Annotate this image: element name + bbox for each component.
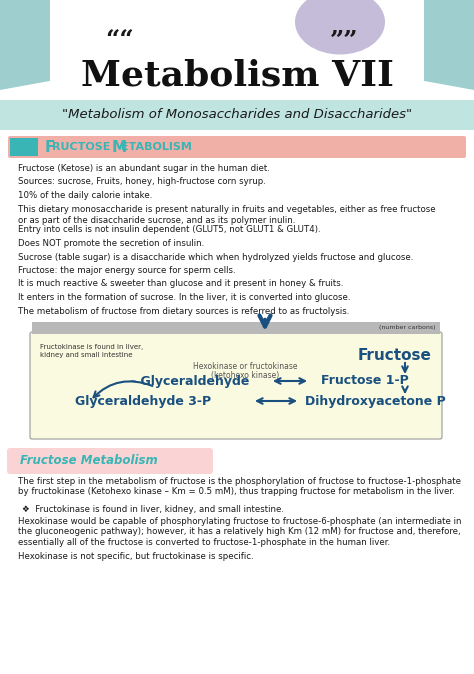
Text: The metabolism of fructose from dietary sources is referred to as fructolysis.: The metabolism of fructose from dietary … bbox=[18, 307, 349, 315]
Text: Entry into cells is not insulin dependent (GLUT5, not GLUT1 & GLUT4).: Entry into cells is not insulin dependen… bbox=[18, 226, 320, 235]
FancyBboxPatch shape bbox=[30, 332, 442, 439]
Text: (ketohexo kinase): (ketohexo kinase) bbox=[211, 371, 279, 380]
Ellipse shape bbox=[295, 0, 385, 55]
Text: This dietary monosaccharide is present naturally in fruits and vegetables, eithe: This dietary monosaccharide is present n… bbox=[18, 204, 436, 225]
Text: M: M bbox=[112, 140, 127, 154]
Text: – Glyceraldehyde: – Glyceraldehyde bbox=[130, 375, 250, 388]
Text: Metabolism VII: Metabolism VII bbox=[81, 58, 393, 92]
FancyBboxPatch shape bbox=[8, 136, 466, 158]
Text: F: F bbox=[45, 140, 55, 154]
Text: Hexokinase would be capable of phosphorylating fructose to fructose-6-phosphate : Hexokinase would be capable of phosphory… bbox=[18, 517, 462, 547]
FancyBboxPatch shape bbox=[7, 448, 213, 474]
Text: Fructose (Ketose) is an abundant sugar in the human diet.: Fructose (Ketose) is an abundant sugar i… bbox=[18, 164, 270, 173]
Text: (number carbons): (number carbons) bbox=[380, 326, 436, 330]
Text: Fructose: the major energy source for sperm cells.: Fructose: the major energy source for sp… bbox=[18, 266, 236, 275]
Text: 10% of the daily calorie intake.: 10% of the daily calorie intake. bbox=[18, 191, 152, 200]
Text: Fructose Metabolism: Fructose Metabolism bbox=[20, 454, 158, 468]
Polygon shape bbox=[464, 0, 474, 60]
Text: Sources: sucrose, Fruits, honey, high-fructose corn syrup.: Sources: sucrose, Fruits, honey, high-fr… bbox=[18, 177, 266, 187]
Text: "Metabolism of Monosaccharides and Disaccharides": "Metabolism of Monosaccharides and Disac… bbox=[62, 109, 412, 121]
FancyBboxPatch shape bbox=[32, 322, 440, 334]
Text: ““: ““ bbox=[105, 28, 134, 52]
Text: Fructose 1-P: Fructose 1-P bbox=[321, 375, 409, 388]
Text: RUCTOSE: RUCTOSE bbox=[52, 142, 110, 152]
Polygon shape bbox=[0, 0, 80, 90]
Text: The first step in the metabolism of fructose is the phosphorylation of fructose : The first step in the metabolism of fruc… bbox=[18, 477, 461, 496]
Text: Hexokinase or fructokinase: Hexokinase or fructokinase bbox=[193, 362, 297, 371]
FancyBboxPatch shape bbox=[10, 138, 38, 156]
Text: It is much reactive & sweeter than glucose and it present in honey & fruits.: It is much reactive & sweeter than gluco… bbox=[18, 280, 343, 288]
Text: ❖  Fructokinase is found in liver, kidney, and small intestine.: ❖ Fructokinase is found in liver, kidney… bbox=[22, 505, 284, 514]
Text: ETABOLISM: ETABOLISM bbox=[121, 142, 192, 152]
Text: ””: ”” bbox=[330, 28, 358, 52]
FancyBboxPatch shape bbox=[50, 0, 424, 110]
Text: It enters in the formation of sucrose. In the liver, it is converted into glucos: It enters in the formation of sucrose. I… bbox=[18, 293, 350, 302]
Text: Hexokinase is not specific, but fructokinase is specific.: Hexokinase is not specific, but fructoki… bbox=[18, 552, 254, 561]
Text: Does NOT promote the secretion of insulin.: Does NOT promote the secretion of insuli… bbox=[18, 239, 204, 248]
Text: Fructose: Fructose bbox=[358, 348, 432, 363]
Text: Fructokinase is found in liver,: Fructokinase is found in liver, bbox=[40, 344, 143, 350]
FancyBboxPatch shape bbox=[0, 100, 474, 130]
Text: kidney and small intestine: kidney and small intestine bbox=[40, 352, 133, 358]
Text: Sucrose (table sugar) is a disaccharide which when hydrolyzed yields fructose an: Sucrose (table sugar) is a disaccharide … bbox=[18, 253, 413, 262]
Polygon shape bbox=[394, 0, 474, 90]
Text: Glyceraldehyde 3-P: Glyceraldehyde 3-P bbox=[75, 394, 211, 408]
Text: Dihydroxyacetone P: Dihydroxyacetone P bbox=[305, 394, 446, 408]
